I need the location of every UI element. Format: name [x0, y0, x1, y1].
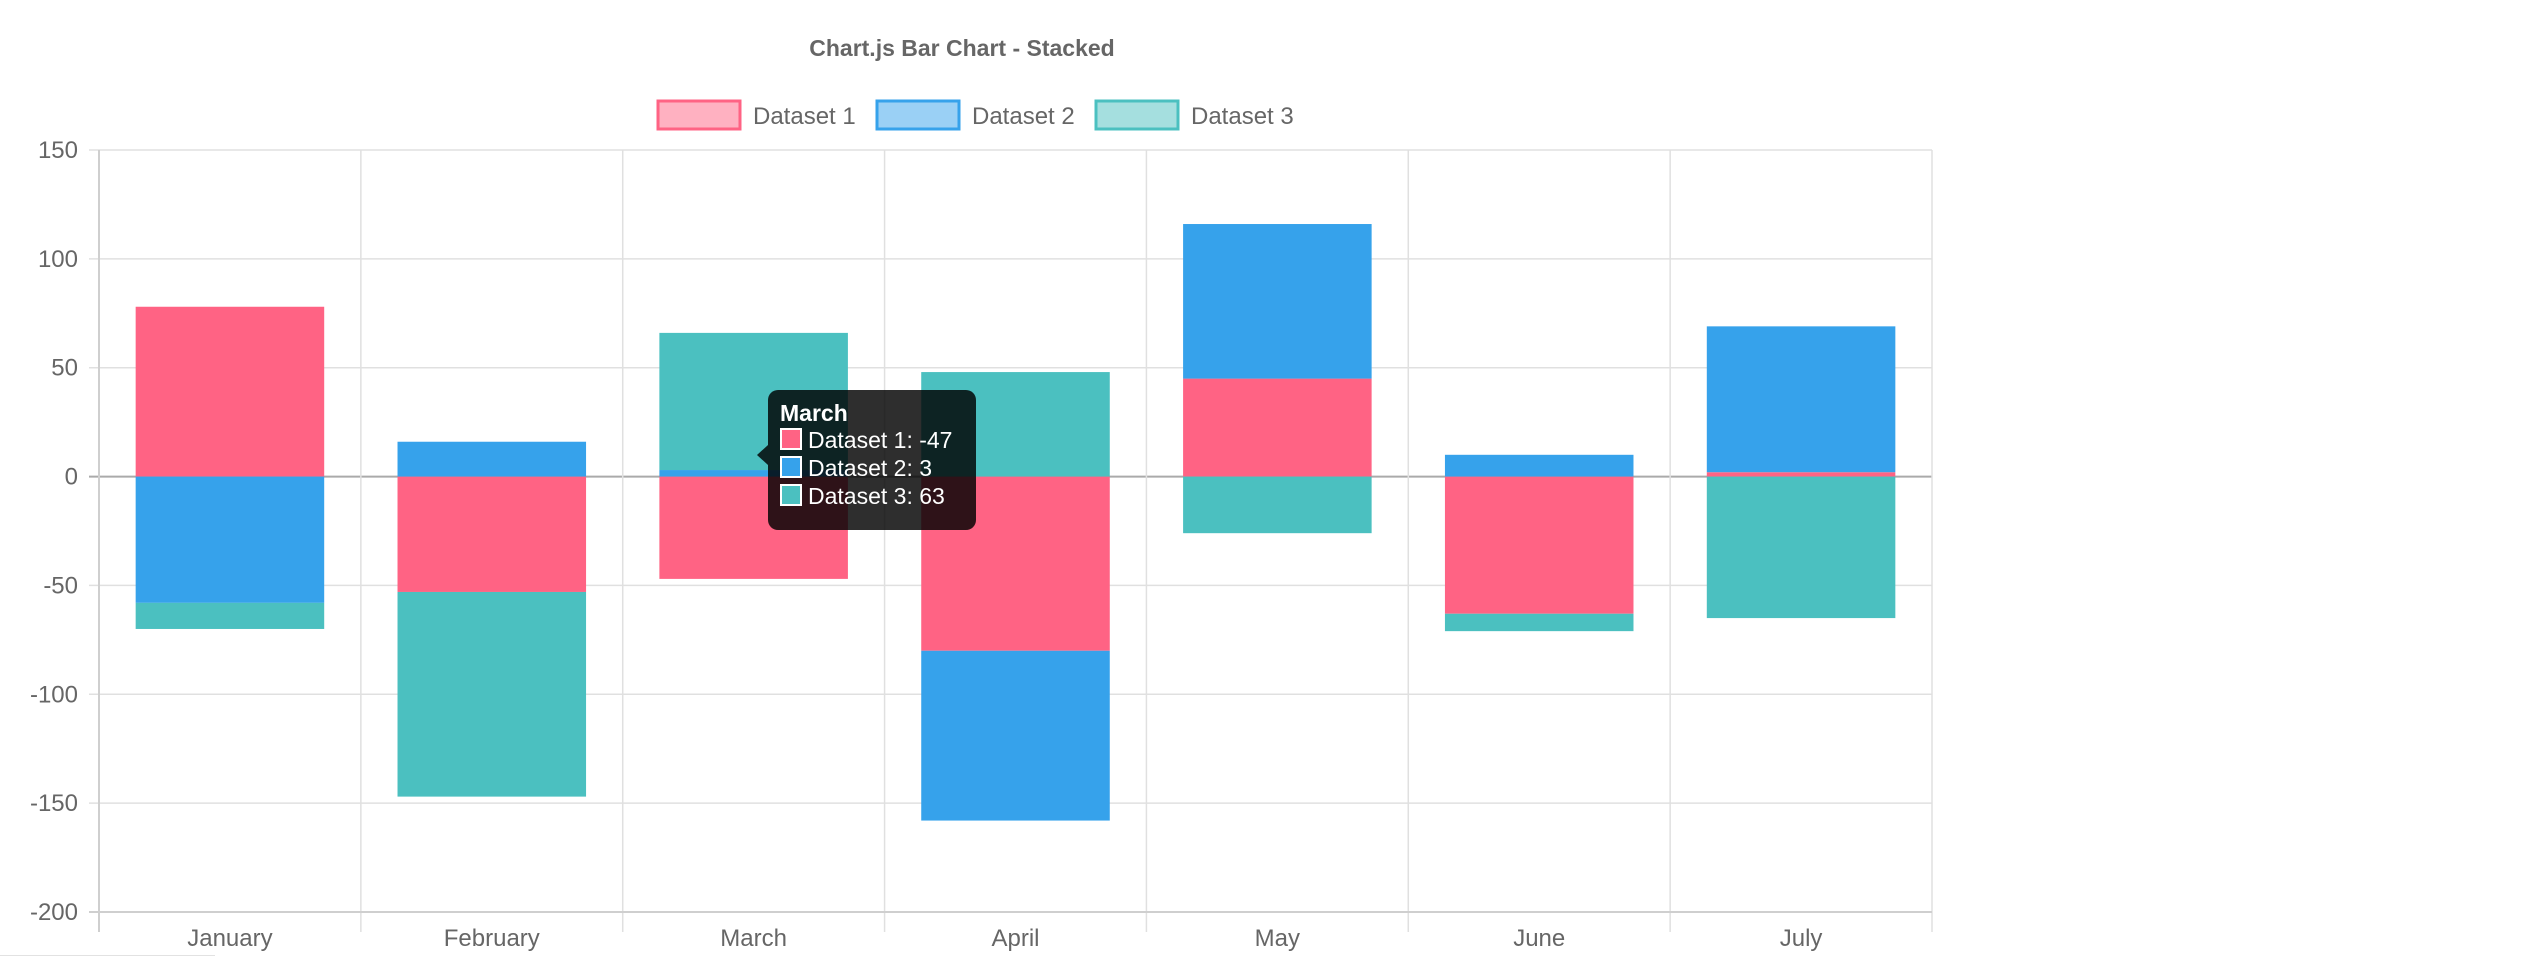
bar-dataset-3-july: [1706, 476, 1896, 619]
tooltip-swatch-dataset-1: [780, 428, 802, 450]
bar-dataset-1-may: [1183, 378, 1372, 477]
bar-dataset-2-may: [1183, 224, 1372, 379]
x-tick-label-february: February: [444, 925, 540, 952]
tooltip-line-dataset-2: Dataset 2: 3: [808, 455, 932, 481]
bar-dataset-2-february: [397, 441, 587, 477]
tooltip-swatch-dataset-3: [780, 484, 802, 506]
tooltip-box: [768, 390, 976, 530]
bar-dataset-2-april: [921, 650, 1110, 821]
bar-dataset-2-january: [135, 476, 325, 603]
bars: [135, 224, 1896, 821]
tooltip-caret: [757, 445, 768, 465]
legend-swatch-dataset-2: [875, 99, 961, 131]
tooltip-title: March: [780, 400, 848, 426]
bar-dataset-1-june: [1444, 476, 1634, 614]
y-tick-label: -150: [30, 790, 78, 817]
y-tick-label: 150: [38, 137, 78, 164]
bar-dataset-3-february: [397, 591, 587, 797]
legend-swatch-dataset-1: [656, 99, 742, 131]
chart-title: Chart.js Bar Chart - Stacked: [809, 35, 1114, 61]
x-tick-label-june: June: [1513, 925, 1565, 952]
bar-dataset-2-june: [1444, 454, 1634, 477]
tooltip-line-dataset-1: Dataset 1: -47: [808, 427, 952, 453]
bar-dataset-3-june: [1444, 613, 1634, 632]
x-tick-label-january: January: [187, 925, 272, 952]
legend-label-dataset-1: Dataset 1: [753, 103, 856, 130]
x-axis-ticks: January February March April May June July: [187, 925, 1822, 952]
x-tick-label-march: March: [720, 925, 787, 952]
y-tick-label: 50: [51, 355, 78, 382]
tooltip-line-dataset-3: Dataset 3: 63: [808, 483, 945, 509]
y-axis-ticks: 150 100 50 0 -50 -100 -150 -200: [30, 137, 78, 926]
y-tick-label: -50: [43, 572, 78, 599]
legend-label-dataset-2: Dataset 2: [972, 103, 1075, 130]
legend-swatch-dataset-3: [1094, 99, 1180, 131]
axes: [89, 150, 1932, 932]
legend-label-dataset-3: Dataset 3: [1191, 103, 1294, 130]
y-tick-label: -100: [30, 681, 78, 708]
bar-dataset-1-january: [135, 306, 325, 477]
bar-dataset-1-july: [1706, 472, 1896, 477]
bar-dataset-3-may: [1183, 476, 1372, 534]
x-tick-label-april: April: [991, 925, 1039, 952]
x-tick-label-may: May: [1255, 925, 1300, 952]
y-tick-label: 0: [65, 464, 78, 491]
bar-dataset-2-july: [1706, 326, 1896, 473]
y-tick-label: 100: [38, 246, 78, 273]
x-tick-label-july: July: [1780, 925, 1823, 952]
legend: Dataset 1 Dataset 2 Dataset 3: [656, 99, 1294, 131]
y-tick-label: -200: [30, 899, 78, 926]
scrollbar-stub: [0, 955, 215, 961]
bar-dataset-1-february: [397, 476, 587, 592]
tooltip-swatch-dataset-2: [780, 456, 802, 478]
bar-dataset-2-march: [659, 470, 848, 477]
bar-dataset-3-january: [135, 602, 325, 629]
